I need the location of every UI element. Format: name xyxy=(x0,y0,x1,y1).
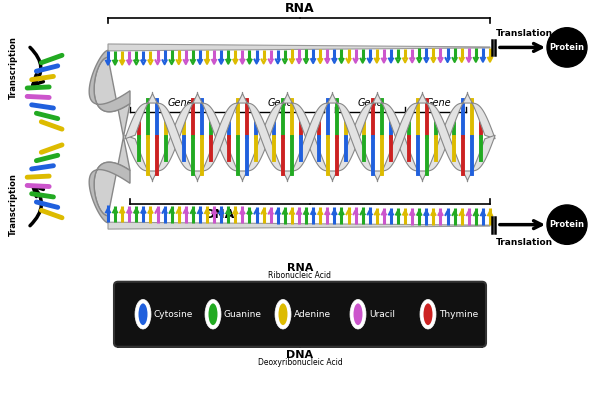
Text: Protein: Protein xyxy=(550,43,584,52)
Text: DNA: DNA xyxy=(205,208,235,221)
Text: Cytosine: Cytosine xyxy=(154,310,193,319)
Ellipse shape xyxy=(275,299,291,329)
Polygon shape xyxy=(89,50,130,112)
Text: Transcription: Transcription xyxy=(8,36,17,98)
Polygon shape xyxy=(108,44,490,51)
Ellipse shape xyxy=(278,303,287,325)
Ellipse shape xyxy=(139,303,148,325)
Ellipse shape xyxy=(135,299,151,329)
Polygon shape xyxy=(108,222,490,229)
Text: Gene: Gene xyxy=(425,98,451,108)
Circle shape xyxy=(547,28,587,67)
Text: Protein: Protein xyxy=(550,220,584,229)
Ellipse shape xyxy=(205,299,221,329)
Text: Guanine: Guanine xyxy=(224,310,262,319)
Text: RNA: RNA xyxy=(287,263,313,273)
Text: Translation: Translation xyxy=(496,29,553,38)
Text: Adenine: Adenine xyxy=(294,310,331,319)
Ellipse shape xyxy=(424,303,433,325)
Ellipse shape xyxy=(420,299,436,329)
Text: Transcription: Transcription xyxy=(8,173,17,236)
Text: Gene: Gene xyxy=(267,98,293,108)
Text: Uracil: Uracil xyxy=(369,310,395,319)
Text: Deoxyribonucleic Acid: Deoxyribonucleic Acid xyxy=(257,358,343,366)
Polygon shape xyxy=(125,92,495,182)
Ellipse shape xyxy=(209,303,218,325)
Text: Gene: Gene xyxy=(167,98,193,108)
Text: Translation: Translation xyxy=(496,238,553,247)
Polygon shape xyxy=(125,92,495,182)
Circle shape xyxy=(547,205,587,244)
Ellipse shape xyxy=(350,299,366,329)
Polygon shape xyxy=(94,57,130,216)
Text: DNA: DNA xyxy=(286,350,314,360)
Text: Gene: Gene xyxy=(357,98,383,108)
Text: RNA: RNA xyxy=(285,2,315,15)
Text: Thymine: Thymine xyxy=(439,310,478,319)
FancyBboxPatch shape xyxy=(114,282,486,347)
Text: Ribonucleic Acid: Ribonucleic Acid xyxy=(269,271,331,280)
Ellipse shape xyxy=(353,303,362,325)
Polygon shape xyxy=(89,162,130,223)
